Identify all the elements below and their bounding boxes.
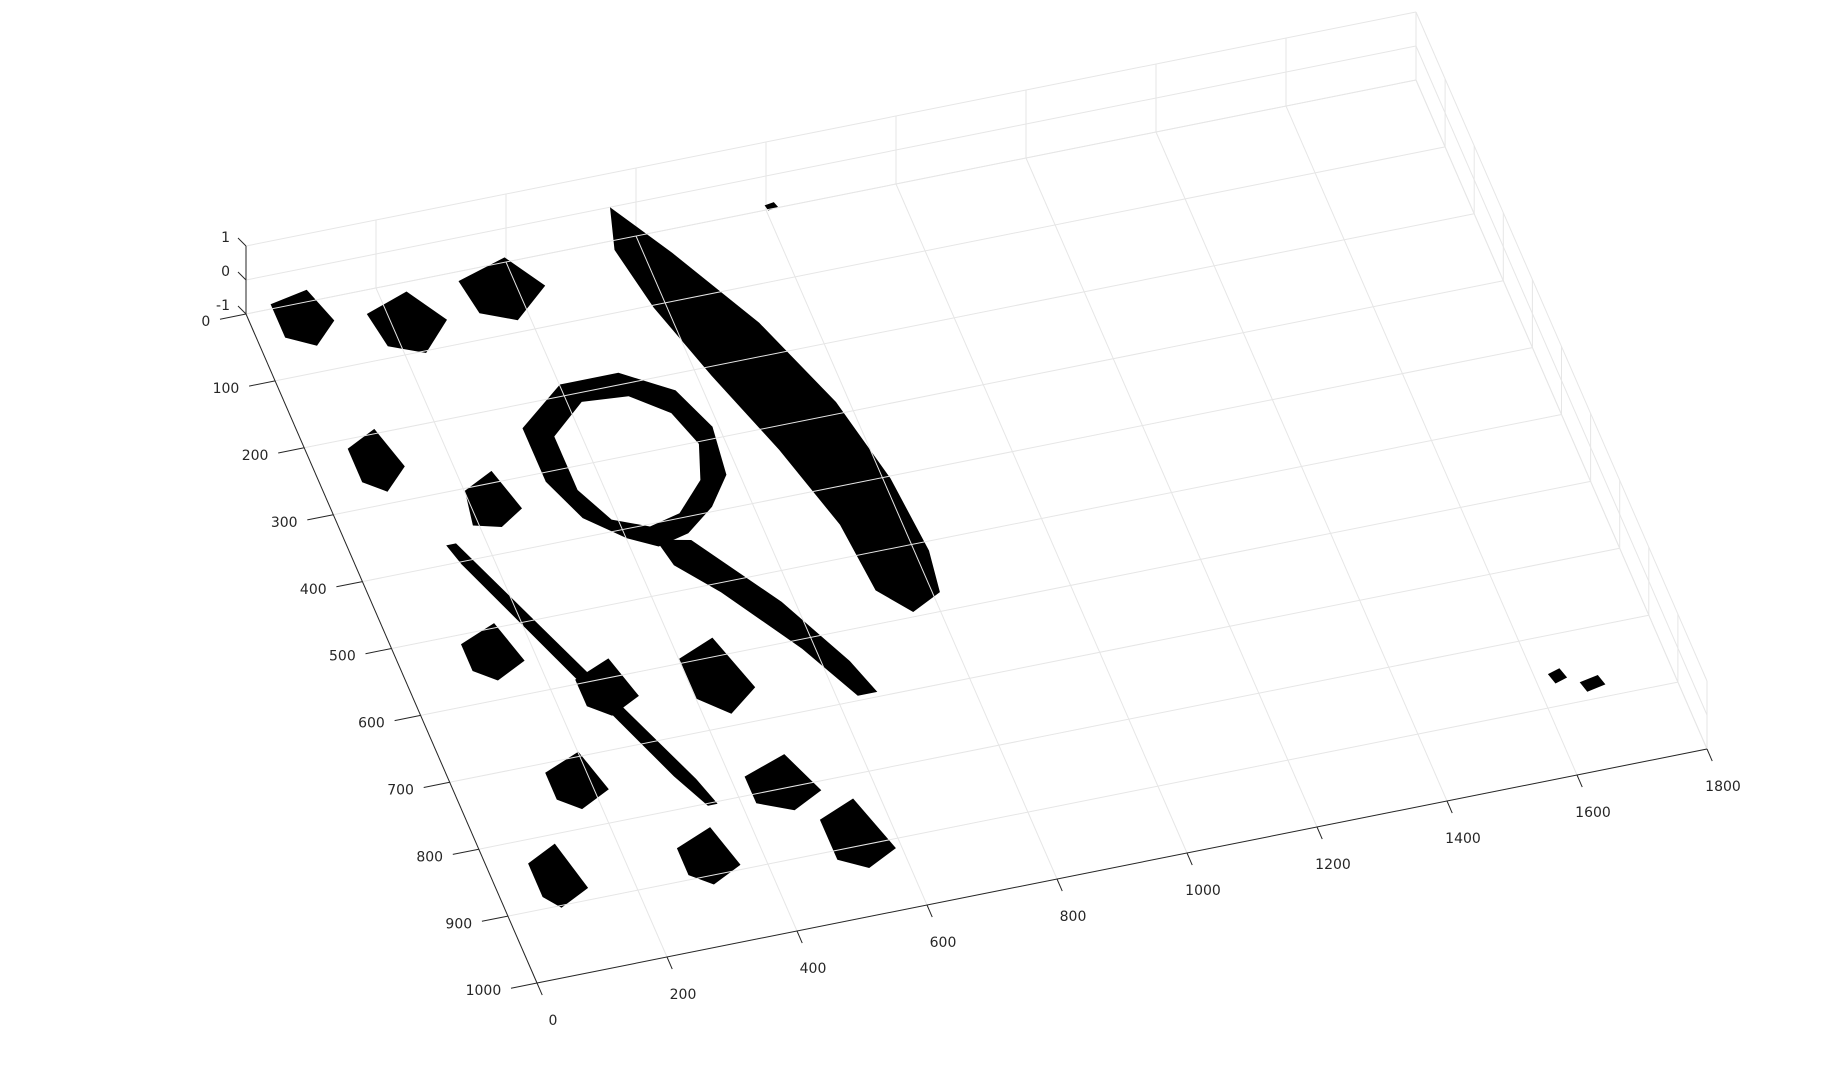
surface-region	[575, 658, 639, 716]
floor-grid-y	[449, 547, 1620, 783]
y-tick-mark	[365, 648, 392, 655]
x-tick-mark	[1706, 748, 1713, 762]
z-tick-mark	[237, 271, 247, 281]
z-axis-ticks: -1 0 1	[216, 230, 247, 315]
y-tick-mark	[423, 781, 450, 788]
y-axis-ticks: 0 100 200 300 400 500 600 700 800 900 1000	[201, 313, 538, 999]
z-tick-mark	[237, 305, 247, 315]
back-wall-grid-z	[245, 45, 1417, 281]
floor-grid-y	[478, 614, 1649, 850]
surface-region	[458, 257, 546, 321]
surface-region	[1579, 675, 1606, 692]
floor-grid-lines	[245, 79, 1708, 984]
x-tick-mark	[1316, 826, 1323, 840]
surface-region	[270, 289, 335, 346]
side-wall-grid-z	[1415, 11, 1708, 682]
y-tick-mark	[336, 581, 363, 588]
surface-region	[366, 291, 447, 353]
surface-region	[545, 751, 609, 810]
z-tick-label: 0	[221, 264, 230, 280]
y-tick-mark	[510, 982, 538, 989]
x-tick-label: 400	[800, 961, 827, 977]
x-tick-label: 200	[670, 987, 697, 1003]
surface-region	[744, 754, 822, 811]
y-tick-label: 1000	[466, 983, 502, 999]
z-tick-label: -1	[216, 298, 230, 314]
x-tick-mark	[666, 956, 673, 970]
x-tick-mark	[796, 930, 803, 944]
floor-grid-y	[275, 146, 1446, 382]
y-tick-label: 600	[358, 716, 385, 732]
y-tick-label: 800	[416, 849, 443, 865]
y-tick-mark	[481, 915, 508, 922]
x-axis-ticks: 0 200 400 600 800 1000 1200 1400 1600 1800	[536, 748, 1741, 1029]
y-tick-label: 100	[213, 381, 240, 397]
x-tick-mark	[1446, 800, 1453, 814]
floor-grid-y	[507, 681, 1678, 917]
surface-region	[610, 207, 940, 612]
binary-surface-image	[270, 202, 1606, 908]
side-wall-grid-z	[1415, 45, 1708, 716]
x-tick-mark	[1186, 852, 1193, 866]
y-tick-mark	[307, 514, 334, 521]
x-tick-mark	[1056, 878, 1063, 892]
y-tick-mark	[278, 447, 305, 454]
x-axis-line	[536, 748, 1708, 984]
x-tick-label: 0	[549, 1013, 558, 1029]
surface-region	[1547, 668, 1568, 684]
x-tick-label: 1200	[1315, 857, 1351, 873]
z-tick-label: 1	[221, 230, 230, 246]
y-tick-mark	[219, 313, 247, 320]
y-tick-label: 300	[271, 515, 298, 531]
surface-region	[347, 428, 405, 492]
x-tick-label: 800	[1060, 909, 1087, 925]
z-tick-mark	[237, 237, 247, 247]
y-tick-mark	[249, 380, 276, 387]
floor-grid-y	[391, 414, 1562, 649]
y-tick-label: 500	[329, 649, 356, 665]
y-tick-label: 0	[201, 314, 210, 330]
surface-region	[676, 827, 741, 885]
y-tick-label: 400	[300, 582, 327, 598]
back-grid-lines	[245, 11, 1708, 750]
y-tick-label: 700	[387, 782, 414, 798]
surface-region	[764, 202, 779, 211]
y-tick-label: 900	[445, 916, 472, 932]
floor-grid-y	[304, 213, 1475, 449]
y-tick-mark	[452, 848, 479, 855]
floor-grid-y	[362, 347, 1533, 583]
floor-grid-y	[245, 79, 1417, 315]
x-tick-label: 1000	[1185, 883, 1221, 899]
surface-region	[528, 843, 589, 908]
surface-region	[679, 637, 756, 714]
surface-region	[819, 798, 896, 868]
floor-grid-y	[420, 480, 1591, 716]
x-tick-label: 1400	[1445, 831, 1481, 847]
x-tick-label: 1600	[1575, 805, 1611, 821]
surface-region	[655, 539, 878, 696]
x-tick-mark	[926, 904, 933, 918]
y-tick-mark	[394, 714, 421, 722]
surface-region	[464, 470, 522, 527]
surface-region	[446, 543, 718, 806]
teardrop-interior	[554, 396, 701, 527]
surface-region	[461, 623, 525, 681]
floor-grid-y	[333, 280, 1504, 516]
back-wall-grid-z	[245, 11, 1417, 247]
y-tick-label: 200	[242, 448, 269, 464]
x-tick-label: 1800	[1705, 779, 1741, 795]
x-tick-mark	[536, 982, 543, 996]
x-tick-label: 600	[930, 935, 957, 951]
x-tick-mark	[1576, 774, 1583, 788]
